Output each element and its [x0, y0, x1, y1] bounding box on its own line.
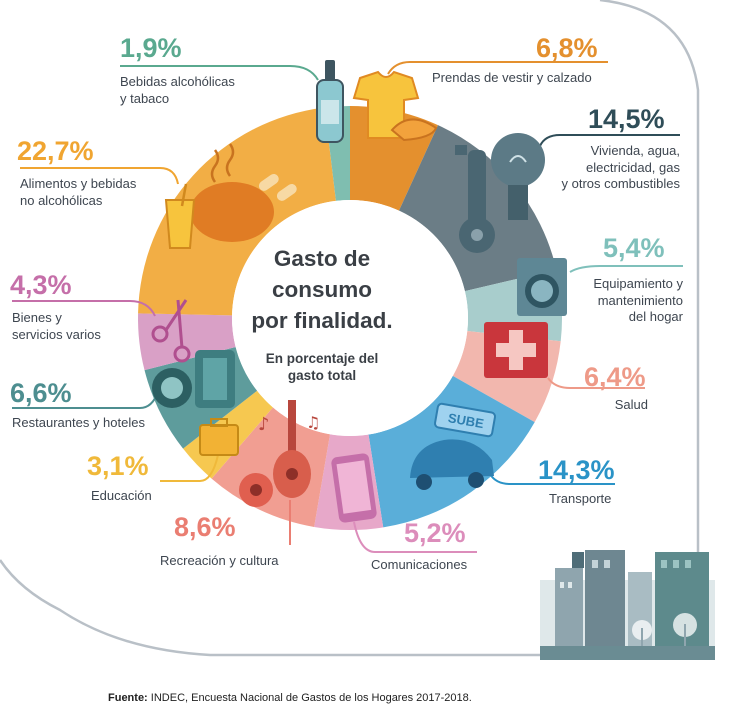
music-note-icon: ♪ ♫ — [258, 413, 320, 435]
city-skyline-icon — [540, 550, 715, 660]
label-alimentos: Alimentos y bebidas no alcohólicas — [20, 176, 137, 208]
smartphone-icon — [331, 453, 377, 523]
lightbulb-icon — [491, 133, 545, 220]
label-prendas: Prendas de vestir y calzado — [432, 70, 592, 85]
bottle-icon — [316, 60, 344, 143]
pct-educacion: 3,1% — [87, 451, 149, 481]
label-bienes: Bienes y servicios varios — [12, 310, 101, 342]
leader-line-11 — [120, 65, 319, 81]
svg-text:♫: ♫ — [306, 413, 320, 432]
label-bebidas-alcoholicas: Bebidas alcohólicas y tabaco — [120, 74, 235, 106]
source-note: Fuente: INDEC, Encuesta Nacional de Gast… — [108, 692, 472, 704]
plate-icon — [152, 368, 192, 408]
leader-line-5 — [353, 521, 477, 553]
car-icon — [410, 439, 494, 490]
leader-line-3 — [547, 377, 645, 389]
roast-chicken-icon — [190, 143, 297, 242]
pct-equipamiento: 5,4% — [603, 233, 665, 263]
briefcase-icon — [199, 418, 239, 456]
donut-hole — [232, 200, 468, 436]
chart-title: Gasto de consumo por finalidad. — [251, 246, 393, 333]
label-transporte: Transporte — [549, 491, 612, 506]
pct-recreacion: 8,6% — [174, 512, 236, 542]
pct-transporte: 14,3% — [538, 455, 615, 485]
leader-line-2 — [569, 265, 683, 273]
pct-bienes: 4,3% — [10, 270, 72, 300]
label-salud: Salud — [614, 397, 648, 412]
slipper-icon — [390, 118, 438, 142]
washing-machine-icon — [517, 258, 567, 316]
label-comunicaciones: Comunicaciones — [371, 557, 468, 572]
svg-text:♪: ♪ — [258, 414, 270, 435]
leader-line-10 — [20, 167, 179, 185]
pct-comunicaciones: 5,2% — [404, 518, 466, 548]
pct-prendas: 6,8% — [536, 33, 598, 63]
suitcase-icon — [195, 350, 235, 408]
key-icon — [455, 145, 495, 253]
leader-line-9 — [12, 300, 156, 317]
label-equipamiento: Equipamiento y mantenimiento del hogar — [593, 276, 683, 324]
scissors-icon — [151, 299, 191, 363]
leader-line-1 — [539, 134, 680, 147]
label-educacion: Educación — [91, 488, 152, 503]
juice-glass-icon — [164, 183, 196, 249]
svg-text:SUBE: SUBE — [447, 410, 485, 431]
guitar-icon — [273, 400, 311, 498]
medical-cross-icon — [484, 322, 548, 378]
source-prefix: Fuente: — [108, 692, 148, 704]
label-recreacion: Recreación y cultura — [160, 553, 279, 568]
pct-bebidas-alcoholicas: 1,9% — [120, 33, 182, 63]
label-restaurantes: Restaurantes y hoteles — [12, 415, 145, 430]
chart-subtitle: En porcentaje del gasto total — [265, 351, 379, 383]
label-vivienda: Vivienda, agua, electricidad, gas y otro… — [561, 143, 681, 191]
soccer-ball-icon — [239, 473, 273, 507]
pct-alimentos: 22,7% — [17, 136, 94, 166]
leader-line-0 — [387, 61, 608, 75]
pct-restaurantes: 6,6% — [10, 378, 72, 408]
leader-line-7 — [160, 454, 219, 482]
pct-vivienda: 14,5% — [588, 104, 665, 134]
bus-sign-icon: SUBE — [433, 402, 497, 438]
source-text: INDEC, Encuesta Nacional de Gastos de lo… — [147, 692, 472, 704]
pct-salud: 6,4% — [584, 362, 646, 392]
